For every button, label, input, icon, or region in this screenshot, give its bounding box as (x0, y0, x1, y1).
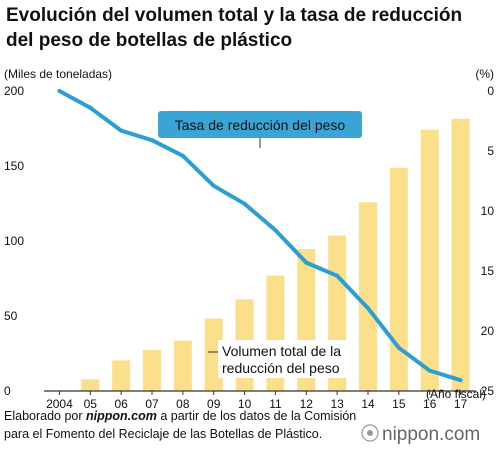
x-tick-label: 08 (176, 397, 190, 411)
bar-label-line-2: reducción del peso (222, 360, 340, 376)
y-left-tick-label: 100 (4, 234, 24, 248)
y-left-tick-label: 150 (4, 159, 24, 173)
line-point (396, 345, 401, 350)
line-label-box (158, 111, 362, 138)
source-brand-mention: nippon.com (86, 409, 157, 423)
chart-title-line-2: del peso de botellas de plástico (6, 30, 292, 51)
x-tick-label: 06 (114, 397, 128, 411)
x-tick-label: 17 (454, 397, 468, 411)
bar (420, 129, 439, 391)
line-point (304, 260, 309, 265)
y-right-tick-label: 20 (481, 324, 495, 338)
bar (389, 167, 408, 391)
x-tick-label: 13 (330, 397, 344, 411)
line-label-text: Tasa de reducción del peso (175, 117, 346, 133)
logo-mark-icon (361, 424, 379, 442)
bar (173, 340, 192, 391)
x-tick-label: 16 (423, 397, 437, 411)
x-tick-label: 07 (145, 397, 159, 411)
bar-label-box (218, 340, 356, 378)
y-left-tick-label: 0 (4, 384, 11, 398)
line-point (273, 228, 278, 233)
axes (44, 390, 476, 395)
line-point (150, 138, 154, 143)
bar (143, 349, 161, 391)
line-point (88, 105, 93, 110)
x-tick-label: 14 (361, 397, 375, 411)
x-tick-label: 10 (238, 397, 252, 411)
line-point (57, 89, 62, 93)
x-tick-label: 15 (392, 397, 406, 411)
brand-wordmark: nippon.com (382, 424, 480, 445)
x-tick-label: 11 (269, 397, 282, 411)
y-left-axis-unit: (Miles de toneladas) (4, 67, 112, 81)
line-point (119, 128, 124, 133)
line-series (57, 89, 463, 383)
y-right-tick-label: 15 (481, 264, 495, 278)
x-tick-label: 05 (84, 397, 98, 411)
y-right-tick-label: 25 (481, 384, 495, 398)
chart-title-line-1: Evolución del volumen total y la tasa de… (6, 5, 462, 26)
bar (81, 379, 100, 391)
x-axis-unit: (Año fiscal) (426, 387, 486, 401)
rate-line (57, 89, 463, 383)
bar-label-line-1: Volumen total de la (222, 343, 341, 359)
y-left-tick-label: 200 (4, 84, 24, 98)
line-point (335, 273, 340, 278)
line-point (180, 153, 185, 158)
bar-series-label: Volumen total de la reducción del peso (208, 340, 356, 378)
bar (451, 118, 470, 391)
tick-labels: 2004 05 06 07 08 09 10 11 12 13 14 15 16 170501001502… (4, 84, 494, 411)
line-point (458, 378, 463, 383)
nippon-logo: nippon.com (361, 424, 480, 445)
y-right-tick-label: 0 (487, 84, 494, 98)
source-note-line-2: para el Fomento del Reciclaje de las Bot… (4, 427, 322, 441)
line-point (366, 306, 370, 311)
bar (359, 202, 377, 391)
y-right-tick-label: 10 (481, 204, 495, 218)
y-left-tick-label: 50 (4, 309, 18, 323)
logo-mark-dot-icon (367, 430, 373, 436)
line-point (427, 368, 432, 373)
y-right-axis-unit: (%) (475, 67, 494, 81)
x-tick-label: 2004 (46, 397, 73, 411)
line-point (211, 183, 216, 188)
x-tick-label: 09 (207, 397, 221, 411)
line-point (242, 201, 247, 206)
source-note-line-1: Elaborado por nippon.com a partir de los… (4, 409, 356, 423)
x-tick-label: 12 (300, 397, 314, 411)
y-right-tick-label: 5 (487, 144, 494, 158)
line-series-label: Tasa de reducción del peso (158, 111, 362, 148)
bar (112, 360, 131, 391)
